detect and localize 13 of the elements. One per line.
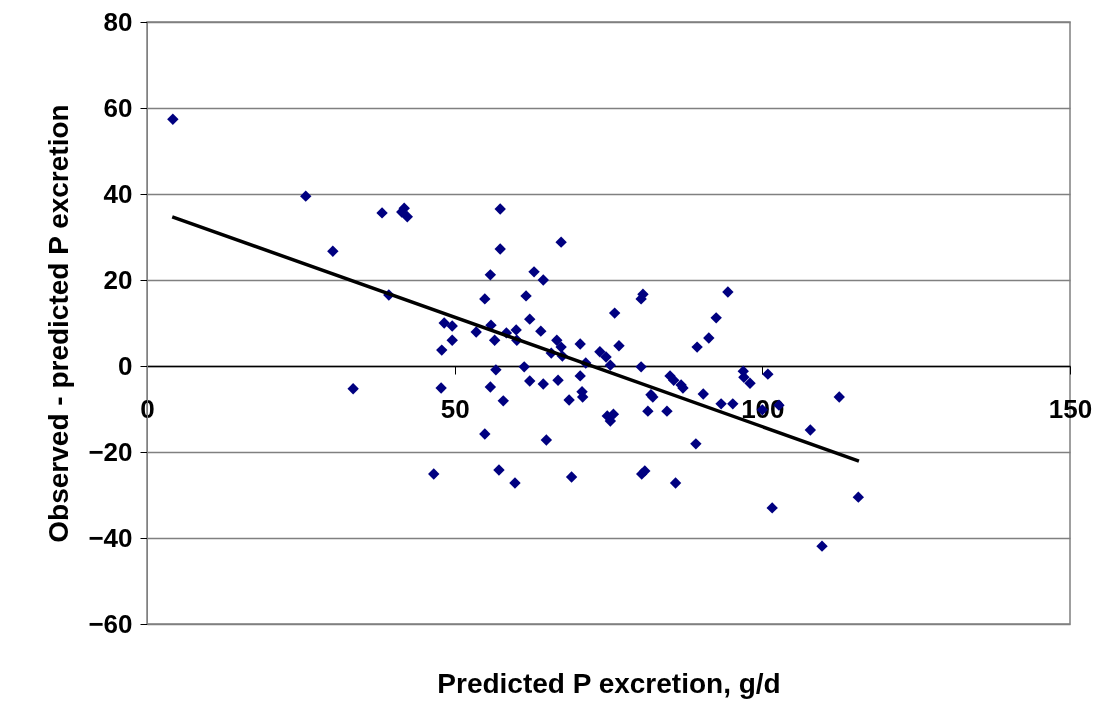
y-tick-label: −20 [88,436,133,467]
x-tick-label: 150 [1048,393,1093,424]
y-tick-label: 40 [103,178,133,209]
y-tick-label: −60 [88,608,133,639]
x-tick-label: 0 [140,393,155,424]
y-tick-label: 60 [103,92,133,123]
y-axis-title: Observed - predicted P excretion [43,104,75,543]
y-tick-label: −40 [88,522,133,553]
y-tick-label: 20 [103,264,133,295]
y-tick-label: 0 [118,350,133,381]
x-tick-label: 50 [440,393,470,424]
y-tick-label: 80 [103,6,133,37]
x-axis-title: Predicted P excretion, g/d [437,667,781,699]
